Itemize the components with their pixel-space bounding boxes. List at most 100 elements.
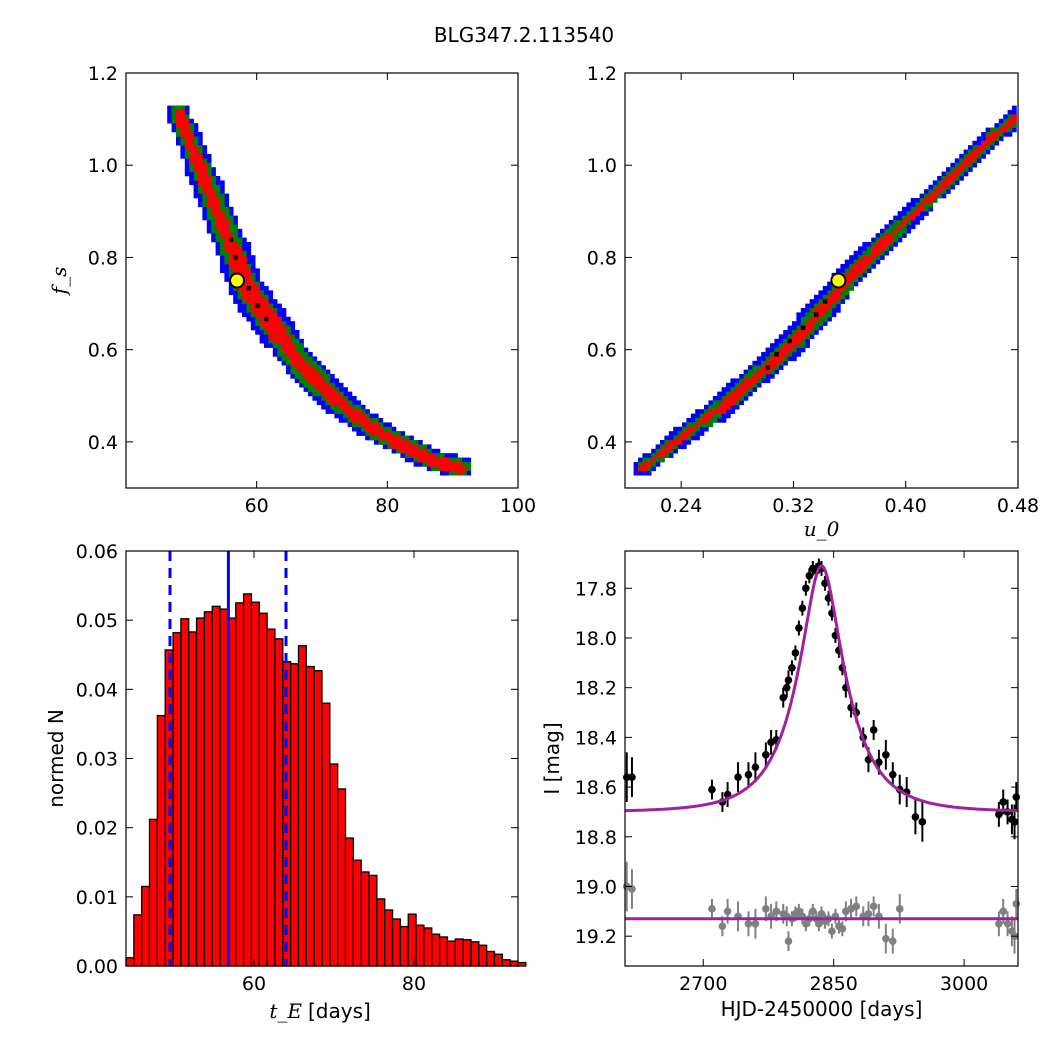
contour-cell-2sigma bbox=[748, 374, 753, 379]
contour-cell-3sigma bbox=[998, 118, 1004, 124]
contour-cell-1sigma bbox=[312, 378, 318, 384]
contour-cell-2sigma bbox=[853, 277, 859, 282]
x-tick-label: 0.48 bbox=[997, 495, 1039, 517]
y-tick-label: 0.8 bbox=[587, 247, 617, 269]
contour-cell-1sigma bbox=[660, 453, 665, 458]
contour-cell-2sigma bbox=[198, 189, 203, 194]
chain-cell bbox=[800, 325, 806, 330]
contour-cell-1sigma bbox=[356, 418, 362, 423]
contour-cell-3sigma bbox=[994, 123, 1000, 128]
contour-cell-1sigma bbox=[193, 149, 199, 155]
contour-cell-3sigma bbox=[836, 268, 841, 274]
contour-cell-2sigma bbox=[981, 149, 986, 155]
contour-cell-3sigma bbox=[224, 272, 230, 278]
contour-cell-1sigma bbox=[374, 426, 379, 432]
contour-cell-1sigma bbox=[338, 400, 344, 406]
contour-cell-1sigma bbox=[250, 303, 256, 309]
residual-point bbox=[784, 937, 793, 945]
contour-cell-3sigma bbox=[840, 268, 846, 274]
residual-point bbox=[815, 919, 823, 928]
contour-cell-2sigma bbox=[704, 409, 709, 414]
contour-cell-2sigma bbox=[220, 198, 225, 203]
contour-cell-3sigma bbox=[1012, 110, 1017, 115]
contour-cell-3sigma bbox=[268, 294, 274, 300]
y-tick-label: 18.4 bbox=[575, 727, 617, 749]
histogram-bar bbox=[148, 818, 159, 967]
histogram-bar bbox=[376, 898, 386, 967]
contour-cell-2sigma bbox=[360, 409, 366, 414]
contour-cell-3sigma bbox=[184, 162, 190, 168]
contour-cell-3sigma bbox=[924, 189, 929, 194]
contour-cell-2sigma bbox=[774, 347, 780, 353]
contour-cell-1sigma bbox=[250, 294, 256, 300]
histogram-bar bbox=[485, 950, 496, 967]
contour-cell-3sigma bbox=[255, 325, 260, 331]
contour-cell-2sigma bbox=[893, 233, 898, 238]
contour-cell-3sigma bbox=[440, 470, 445, 476]
contour-cell-3sigma bbox=[748, 391, 753, 397]
contour-cell-2sigma bbox=[704, 422, 709, 428]
contour-cell-1sigma bbox=[765, 369, 771, 375]
contour-cell-2sigma bbox=[413, 440, 419, 445]
contour-cell-3sigma bbox=[822, 286, 828, 291]
contour-cell-2sigma bbox=[312, 360, 318, 366]
contour-cell-2sigma bbox=[211, 180, 216, 186]
contour-cell-1sigma bbox=[404, 444, 410, 450]
contour-cell-2sigma bbox=[352, 422, 357, 428]
contour-cell-1sigma bbox=[761, 365, 766, 370]
contour-cell-1sigma bbox=[805, 325, 810, 331]
contour-cell-1sigma bbox=[783, 352, 788, 357]
contour-cell-1sigma bbox=[242, 272, 247, 278]
contour-cell-2sigma bbox=[325, 400, 331, 406]
contour-cell-3sigma bbox=[220, 259, 225, 265]
contour-cell-2sigma bbox=[690, 422, 696, 428]
contour-cell-3sigma bbox=[360, 431, 366, 436]
contour-cell-2sigma bbox=[937, 180, 942, 186]
contour-cell-2sigma bbox=[897, 220, 903, 225]
contour-cell-1sigma bbox=[224, 228, 230, 234]
contour-cell-1sigma bbox=[246, 290, 252, 296]
contour-cell-1sigma bbox=[928, 198, 934, 203]
histogram-bar bbox=[211, 605, 221, 967]
residual-point bbox=[888, 937, 897, 945]
contour-cell-1sigma bbox=[932, 193, 938, 199]
data-point bbox=[751, 763, 760, 771]
contour-cell-3sigma bbox=[932, 180, 938, 186]
contour-cell-2sigma bbox=[462, 462, 467, 467]
contour-cell-2sigma bbox=[206, 215, 212, 221]
contour-cell-3sigma bbox=[290, 374, 296, 379]
histogram-bar bbox=[399, 925, 409, 967]
contour-cell-2sigma bbox=[202, 158, 208, 164]
contour-cell-1sigma bbox=[338, 396, 344, 401]
histogram-bar bbox=[462, 939, 472, 967]
contour-cell-1sigma bbox=[277, 334, 282, 340]
contour-cell-1sigma bbox=[946, 176, 951, 181]
contour-cell-1sigma bbox=[682, 435, 687, 441]
histogram-bar bbox=[180, 618, 190, 967]
panel-fs-vs-u0: 0.24 0.32 0.40 0.48 0.4 0.6 0.8 1.0 1.2 u_0 bbox=[587, 63, 1039, 541]
contour-cell-3sigma bbox=[294, 330, 300, 335]
contour-cell-1sigma bbox=[228, 255, 234, 260]
contour-cell-2sigma bbox=[343, 413, 348, 419]
contour-cell-1sigma bbox=[963, 158, 969, 164]
contour-cell-3sigma bbox=[167, 114, 172, 120]
contour-cell-1sigma bbox=[374, 431, 379, 436]
contour-cell-2sigma bbox=[202, 198, 208, 203]
contour-cell-1sigma bbox=[224, 224, 230, 230]
contour-cell-2sigma bbox=[792, 347, 797, 353]
contour-cell-3sigma bbox=[743, 396, 749, 401]
contour-cell-1sigma bbox=[316, 374, 322, 379]
contour-cell-1sigma bbox=[215, 211, 221, 216]
contour-cell-2sigma bbox=[176, 127, 181, 133]
contour-cell-2sigma bbox=[290, 365, 296, 370]
contour-cell-3sigma bbox=[690, 435, 696, 441]
contour-cell-3sigma bbox=[246, 246, 252, 252]
contour-cell-2sigma bbox=[734, 382, 740, 388]
contour-cell-3sigma bbox=[272, 352, 278, 357]
contour-cell-1sigma bbox=[303, 365, 309, 370]
contour-cell-3sigma bbox=[770, 347, 775, 353]
x-tick-label: 0.32 bbox=[772, 495, 814, 517]
contour-cell-3sigma bbox=[352, 426, 357, 432]
contour-cell-2sigma bbox=[299, 378, 304, 384]
contour-cell-3sigma bbox=[805, 338, 810, 344]
